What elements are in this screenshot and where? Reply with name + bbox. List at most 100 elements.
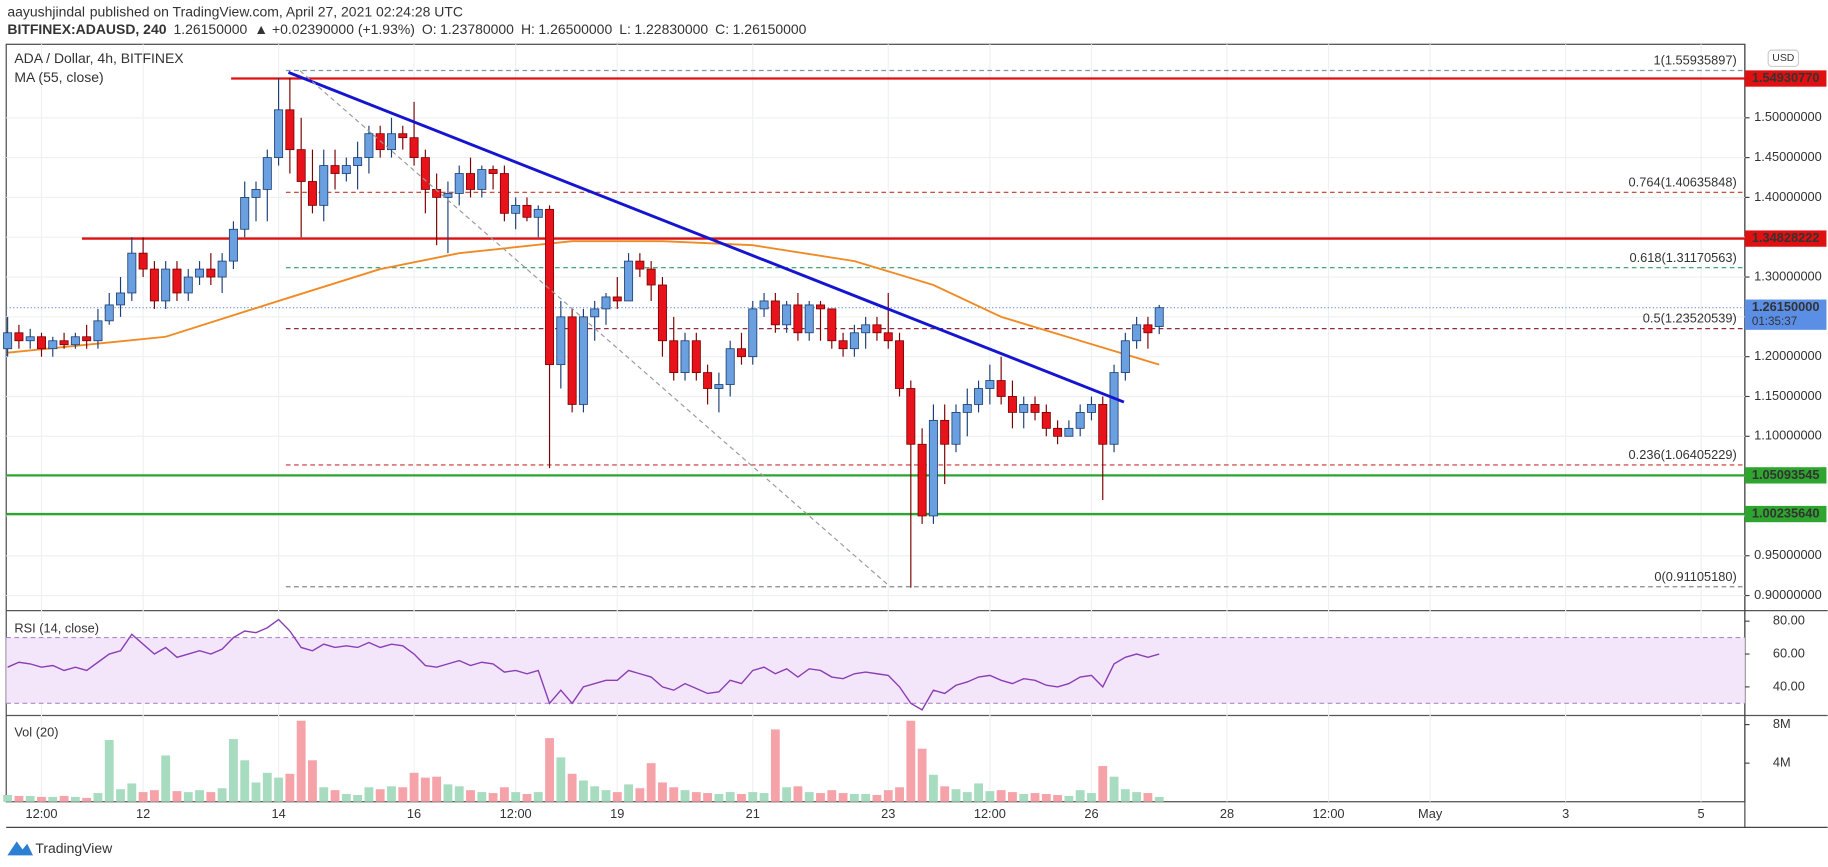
x-tick-label: 12 bbox=[136, 806, 150, 821]
volume-bar bbox=[996, 790, 1006, 802]
volume-bar bbox=[1143, 793, 1153, 802]
candle-body bbox=[262, 157, 272, 190]
plot: 12:00 12 14 16 12:00 19 21 23 12:00 26 28 12:00 May 3… bbox=[3, 44, 1827, 821]
x-tick-label: 26 bbox=[1084, 806, 1098, 821]
candle-body bbox=[770, 300, 780, 326]
volume-bar bbox=[1030, 793, 1040, 802]
author: aayushjindal bbox=[7, 4, 85, 20]
volume-bar bbox=[578, 780, 588, 802]
candle-body bbox=[364, 133, 374, 159]
candle-body bbox=[1086, 404, 1096, 413]
candle-body bbox=[375, 133, 385, 151]
volume-bar bbox=[1087, 793, 1096, 802]
candle-body bbox=[635, 260, 645, 270]
volume-bar bbox=[217, 788, 227, 802]
y-tick-label: 0.90000000 bbox=[1754, 587, 1822, 602]
candle-body bbox=[409, 137, 419, 159]
candle-body bbox=[488, 169, 498, 174]
volume-bar bbox=[48, 796, 58, 802]
candle-body bbox=[116, 292, 126, 306]
candle-body bbox=[895, 340, 905, 389]
fib-label: 0.618(1.31170563) bbox=[1629, 250, 1736, 265]
price-tag-label: 1.34828222 bbox=[1752, 230, 1820, 245]
ohlc-value: 1.26500000 bbox=[538, 21, 612, 37]
volume-bar bbox=[838, 793, 848, 802]
volume-bar bbox=[1019, 794, 1029, 802]
candle-body bbox=[985, 380, 995, 389]
candle-body bbox=[545, 208, 555, 366]
candle-body bbox=[1053, 427, 1063, 437]
volume-bar bbox=[353, 794, 363, 802]
volume-bar bbox=[533, 792, 543, 802]
volume-bar bbox=[274, 777, 284, 802]
volume-bar bbox=[93, 793, 103, 802]
volume-bar bbox=[658, 782, 667, 802]
candle-body bbox=[1041, 412, 1051, 429]
candle-body bbox=[1154, 307, 1164, 327]
volume-bar bbox=[951, 789, 961, 802]
volume-bar bbox=[82, 797, 92, 802]
candle-body bbox=[195, 268, 205, 278]
candle-body bbox=[37, 336, 46, 350]
candle-body bbox=[296, 149, 306, 182]
price-tag bbox=[1744, 505, 1827, 523]
volume-bar bbox=[748, 792, 758, 802]
volume-bar bbox=[240, 760, 250, 802]
volume-bar bbox=[25, 795, 35, 802]
volume-bar bbox=[1120, 789, 1130, 802]
fib-label: 0.5(1.23520539) bbox=[1643, 311, 1737, 326]
volume-bar bbox=[680, 790, 690, 802]
fib-label: 0.764(1.40635848) bbox=[1629, 174, 1737, 189]
volume-bar bbox=[364, 787, 374, 802]
volume-bar bbox=[398, 787, 408, 802]
volume-bar bbox=[251, 782, 261, 802]
footer-logo: TradingView bbox=[7, 840, 113, 856]
volume-bar bbox=[770, 729, 780, 802]
candle-body bbox=[353, 157, 363, 166]
candle-body bbox=[183, 276, 193, 294]
volume-bar bbox=[206, 792, 216, 802]
x-tick-label: 5 bbox=[1698, 806, 1705, 821]
y-tick-label: 40.00 bbox=[1773, 678, 1805, 693]
volume-bar bbox=[928, 774, 938, 802]
volume-bar bbox=[3, 794, 13, 802]
volume-bar bbox=[477, 792, 487, 802]
header: aayushjindal published on TradingView.co… bbox=[7, 4, 806, 37]
candle-body bbox=[1007, 396, 1017, 413]
candle-body bbox=[1120, 340, 1130, 374]
candle-body bbox=[567, 316, 577, 405]
candle-body bbox=[285, 109, 295, 151]
volume-bar bbox=[940, 786, 950, 802]
candle-body bbox=[319, 165, 329, 206]
currency-badge[interactable] bbox=[1767, 49, 1800, 68]
candle-body bbox=[1143, 324, 1153, 334]
candle-body bbox=[1019, 404, 1029, 413]
volume-bar bbox=[149, 790, 159, 802]
volume-bar bbox=[816, 793, 825, 802]
candle-body bbox=[1132, 324, 1142, 342]
published: published on TradingView.com, April 27, … bbox=[90, 4, 463, 20]
x-tick-label: 21 bbox=[746, 806, 760, 821]
volume-bar bbox=[725, 792, 735, 802]
volume-bar bbox=[522, 794, 532, 802]
candle-body bbox=[127, 252, 137, 294]
y-tick-label: 1.50000000 bbox=[1754, 109, 1822, 124]
volume-bar bbox=[409, 772, 419, 802]
volume-bar bbox=[127, 783, 137, 802]
ohlc-value: 1.22830000 bbox=[634, 21, 708, 37]
candle-body bbox=[172, 268, 182, 294]
price-tag bbox=[1744, 467, 1827, 484]
candle-body bbox=[398, 133, 408, 139]
volume-bar bbox=[861, 794, 871, 802]
candle-body bbox=[849, 332, 859, 350]
volume-bar bbox=[691, 792, 701, 802]
candle-body bbox=[206, 268, 216, 278]
volume-bar bbox=[1053, 794, 1063, 802]
candle-body bbox=[1075, 412, 1085, 429]
rsi-band bbox=[6, 637, 1745, 704]
price-tag-label: 1.05093545 bbox=[1752, 467, 1820, 482]
volume-bar bbox=[703, 793, 713, 802]
candle-body bbox=[1064, 427, 1074, 437]
candle-body bbox=[443, 193, 453, 198]
